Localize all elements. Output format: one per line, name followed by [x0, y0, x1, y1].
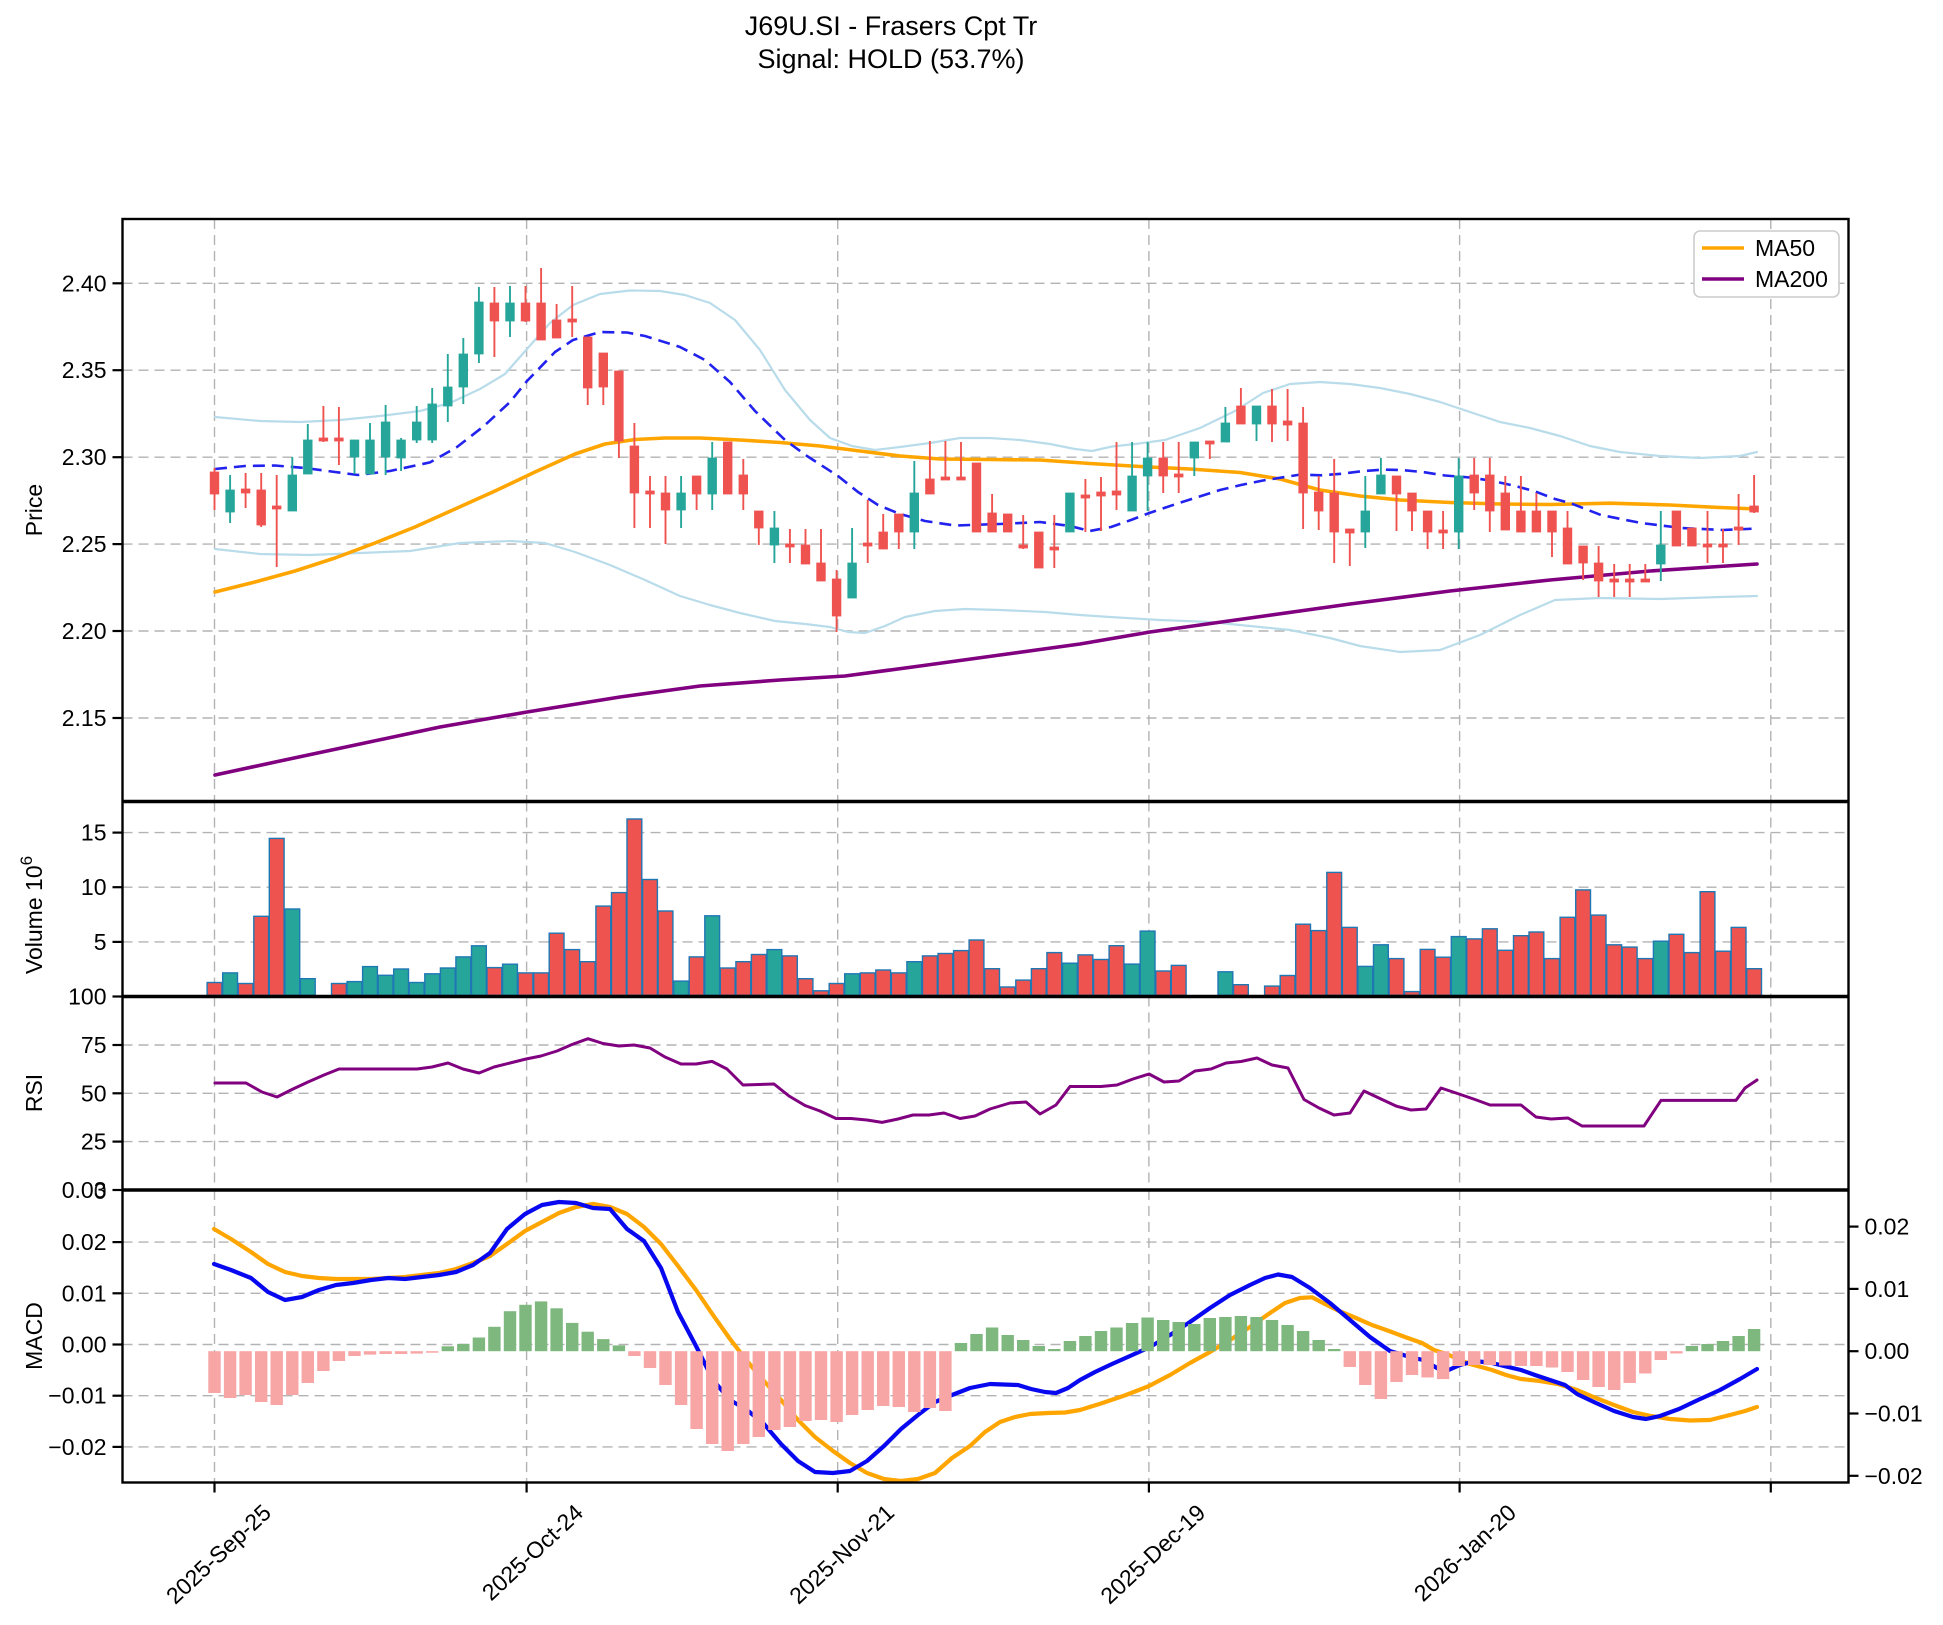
svg-text:10: 10: [81, 874, 107, 900]
svg-text:MA200: MA200: [1755, 266, 1828, 292]
svg-text:MA50: MA50: [1755, 235, 1815, 261]
svg-text:MACD: MACD: [21, 1302, 47, 1370]
svg-text:100: 100: [68, 984, 106, 1010]
svg-text:0.00: 0.00: [62, 1332, 107, 1358]
svg-text:2.15: 2.15: [62, 705, 107, 731]
svg-text:15: 15: [81, 820, 107, 846]
svg-text:2.20: 2.20: [62, 618, 107, 644]
svg-text:2.35: 2.35: [62, 357, 107, 383]
svg-text:0.00: 0.00: [1865, 1338, 1910, 1364]
svg-text:Signal: HOLD (53.7%): Signal: HOLD (53.7%): [757, 44, 1024, 74]
svg-text:−0.01: −0.01: [1865, 1401, 1923, 1427]
svg-text:25: 25: [81, 1129, 107, 1155]
svg-text:0.02: 0.02: [62, 1229, 107, 1255]
svg-text:2.40: 2.40: [62, 270, 107, 296]
svg-text:−0.01: −0.01: [48, 1383, 106, 1409]
svg-text:50: 50: [81, 1080, 107, 1106]
svg-text:2.30: 2.30: [62, 444, 107, 470]
svg-text:0.02: 0.02: [1865, 1214, 1910, 1240]
svg-text:RSI: RSI: [21, 1074, 47, 1112]
svg-text:75: 75: [81, 1032, 107, 1058]
svg-text:Volume 106: Volume 106: [17, 856, 47, 974]
svg-text:0.01: 0.01: [62, 1280, 107, 1306]
svg-text:−0.02: −0.02: [1865, 1463, 1923, 1489]
svg-text:5: 5: [94, 929, 107, 955]
svg-text:−0.02: −0.02: [48, 1434, 106, 1460]
svg-text:2.25: 2.25: [62, 531, 107, 557]
svg-text:0: 0: [94, 1178, 107, 1204]
svg-text:Price: Price: [21, 484, 47, 536]
svg-text:0.01: 0.01: [1865, 1276, 1910, 1302]
svg-text:J69U.SI - Frasers Cpt Tr: J69U.SI - Frasers Cpt Tr: [745, 11, 1038, 41]
svg-text:0.03: 0.03: [62, 1177, 107, 1203]
